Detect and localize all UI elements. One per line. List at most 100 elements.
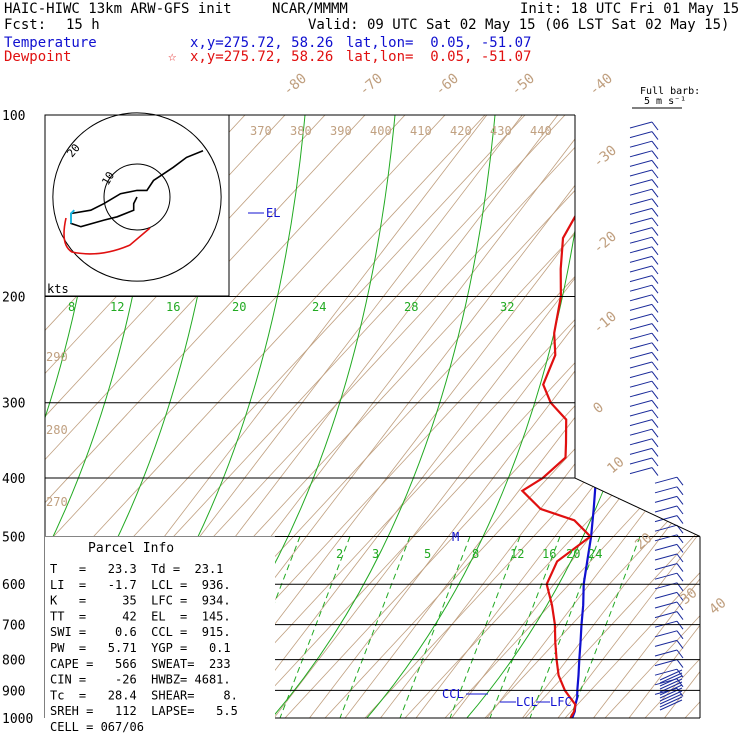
mixing-ratio-line: [399, 536, 471, 718]
wind-barb: [629, 467, 653, 475]
hodograph-trace: [70, 150, 204, 228]
wind-barb-flag: [676, 486, 684, 496]
theta-label: 280: [46, 423, 68, 437]
plot-right-slant: [574, 477, 701, 537]
wind-barb: [654, 534, 678, 542]
wind-barb-flag: [651, 428, 659, 438]
wind-barb: [659, 699, 683, 711]
wind-barb-flag: [676, 476, 684, 486]
dry-adiabat-line: [324, 115, 700, 718]
parcel-info-row: Tc = 28.4 SHEAR= 8.: [50, 688, 238, 702]
pressure-tick-label: 300: [2, 397, 25, 412]
wind-barb: [629, 380, 653, 388]
wind-barb: [629, 399, 653, 407]
wind-barb: [629, 428, 653, 436]
wind-barb-flag: [651, 188, 659, 198]
wind-barb-flag: [651, 275, 659, 284]
isotherm-line: [664, 115, 700, 718]
wind-barb-flag: [651, 198, 659, 208]
parcel-info-row: SREH = 112 LAPSE= 5.5: [50, 704, 238, 718]
pressure-tick-label: 800: [2, 654, 25, 669]
wind-barb-flag: [676, 496, 684, 505]
wind-barb-flag: [651, 332, 659, 342]
wind-barb: [659, 696, 683, 708]
parcel-info-title: Parcel Info: [88, 541, 174, 556]
wind-barb-flag: [651, 390, 659, 400]
hodograph-low-segment: [70, 209, 76, 224]
wind-barb-flag: [651, 160, 659, 169]
theta-label: 430: [490, 124, 512, 138]
isotherm-label: -80: [280, 71, 310, 100]
sounding-lines: [520, 115, 700, 718]
mixing-ratio-line: [449, 536, 521, 718]
wind-barb-flag: [651, 121, 659, 131]
wind-barb-flag: [651, 294, 659, 304]
isotherm-line: [486, 115, 700, 718]
mixing-ratio-label: 16: [542, 547, 556, 561]
wind-barb-flag: [651, 304, 659, 313]
wind-barb: [654, 611, 678, 619]
model-title: HAIC-HIWC 13km ARW-GFS init: [4, 1, 232, 17]
wind-barbs: [629, 121, 684, 711]
valid-time: Valid: 09 UTC Sat 02 May 15 (06 LST Sat …: [308, 17, 730, 33]
wind-barb: [659, 693, 683, 705]
dry-adiabat-line: [45, 115, 406, 718]
isotherm-line: [557, 115, 700, 718]
parcel-info-row: K = 35 LFC = 934.: [50, 594, 231, 608]
theta-label: 400: [370, 124, 392, 138]
isotherm-label: -40: [586, 71, 616, 100]
wind-barb-flag: [651, 265, 659, 275]
wind-barb-flag: [651, 342, 659, 352]
wind-barb: [629, 140, 653, 148]
wind-barb: [629, 265, 653, 273]
theta-label: 290: [46, 350, 68, 364]
theta-label: 270: [46, 495, 68, 509]
mixing-ratio-line: [529, 536, 601, 718]
wind-barb-flag: [651, 131, 659, 140]
wind-barb-flag: [651, 227, 659, 236]
pressure-tick-label: 600: [2, 578, 25, 593]
wind-barb: [629, 371, 653, 379]
dry-adiabat-line: [45, 115, 326, 718]
wind-barb-flag: [651, 236, 659, 246]
mixing-ratio-label: 8: [68, 300, 75, 314]
isotherm-line: [238, 115, 700, 718]
isotherm-line: [415, 115, 700, 718]
wind-barb: [629, 332, 653, 340]
parcel-info-row: SWI = 0.6 CCL = 915.: [50, 625, 231, 639]
wind-barb: [629, 131, 653, 139]
wind-barb-flag: [676, 668, 684, 678]
wind-barb: [629, 150, 653, 158]
wind-barb: [659, 669, 683, 681]
wind-barb-flag: [651, 457, 659, 467]
wind-barb-flag: [651, 313, 659, 323]
wind-barb: [654, 515, 678, 523]
wind-barb: [629, 284, 653, 292]
isotherm-line: [451, 115, 700, 718]
dry-adiabat-line: [404, 115, 700, 718]
wind-barb: [629, 409, 653, 417]
pressure-tick-label: 1000: [2, 712, 33, 727]
wind-barb: [659, 690, 683, 702]
hodograph-units: kts: [47, 282, 69, 296]
wind-barb: [654, 553, 678, 561]
wind-barb: [629, 419, 653, 427]
wind-barb: [629, 236, 653, 244]
isotherm-line: [273, 115, 700, 718]
dewpoint-xy: x,y=275.72, 58.26: [190, 49, 334, 65]
parcel-info-row: TT = 42 EL = 145.: [50, 609, 231, 623]
isotherm-line: [628, 115, 700, 718]
wind-barb: [659, 687, 683, 699]
wind-barb-flag: [651, 400, 659, 409]
isotherm-label: 20: [632, 530, 655, 553]
wind-barb: [654, 659, 678, 667]
m-label: M: [452, 530, 459, 544]
wind-barb: [629, 198, 653, 206]
wind-barb-flag: [651, 208, 659, 217]
wind-barb: [629, 390, 653, 398]
wind-barb-flag: [651, 140, 659, 150]
dry-adiabat-line: [604, 115, 700, 718]
hodograph-ring: [103, 163, 171, 231]
